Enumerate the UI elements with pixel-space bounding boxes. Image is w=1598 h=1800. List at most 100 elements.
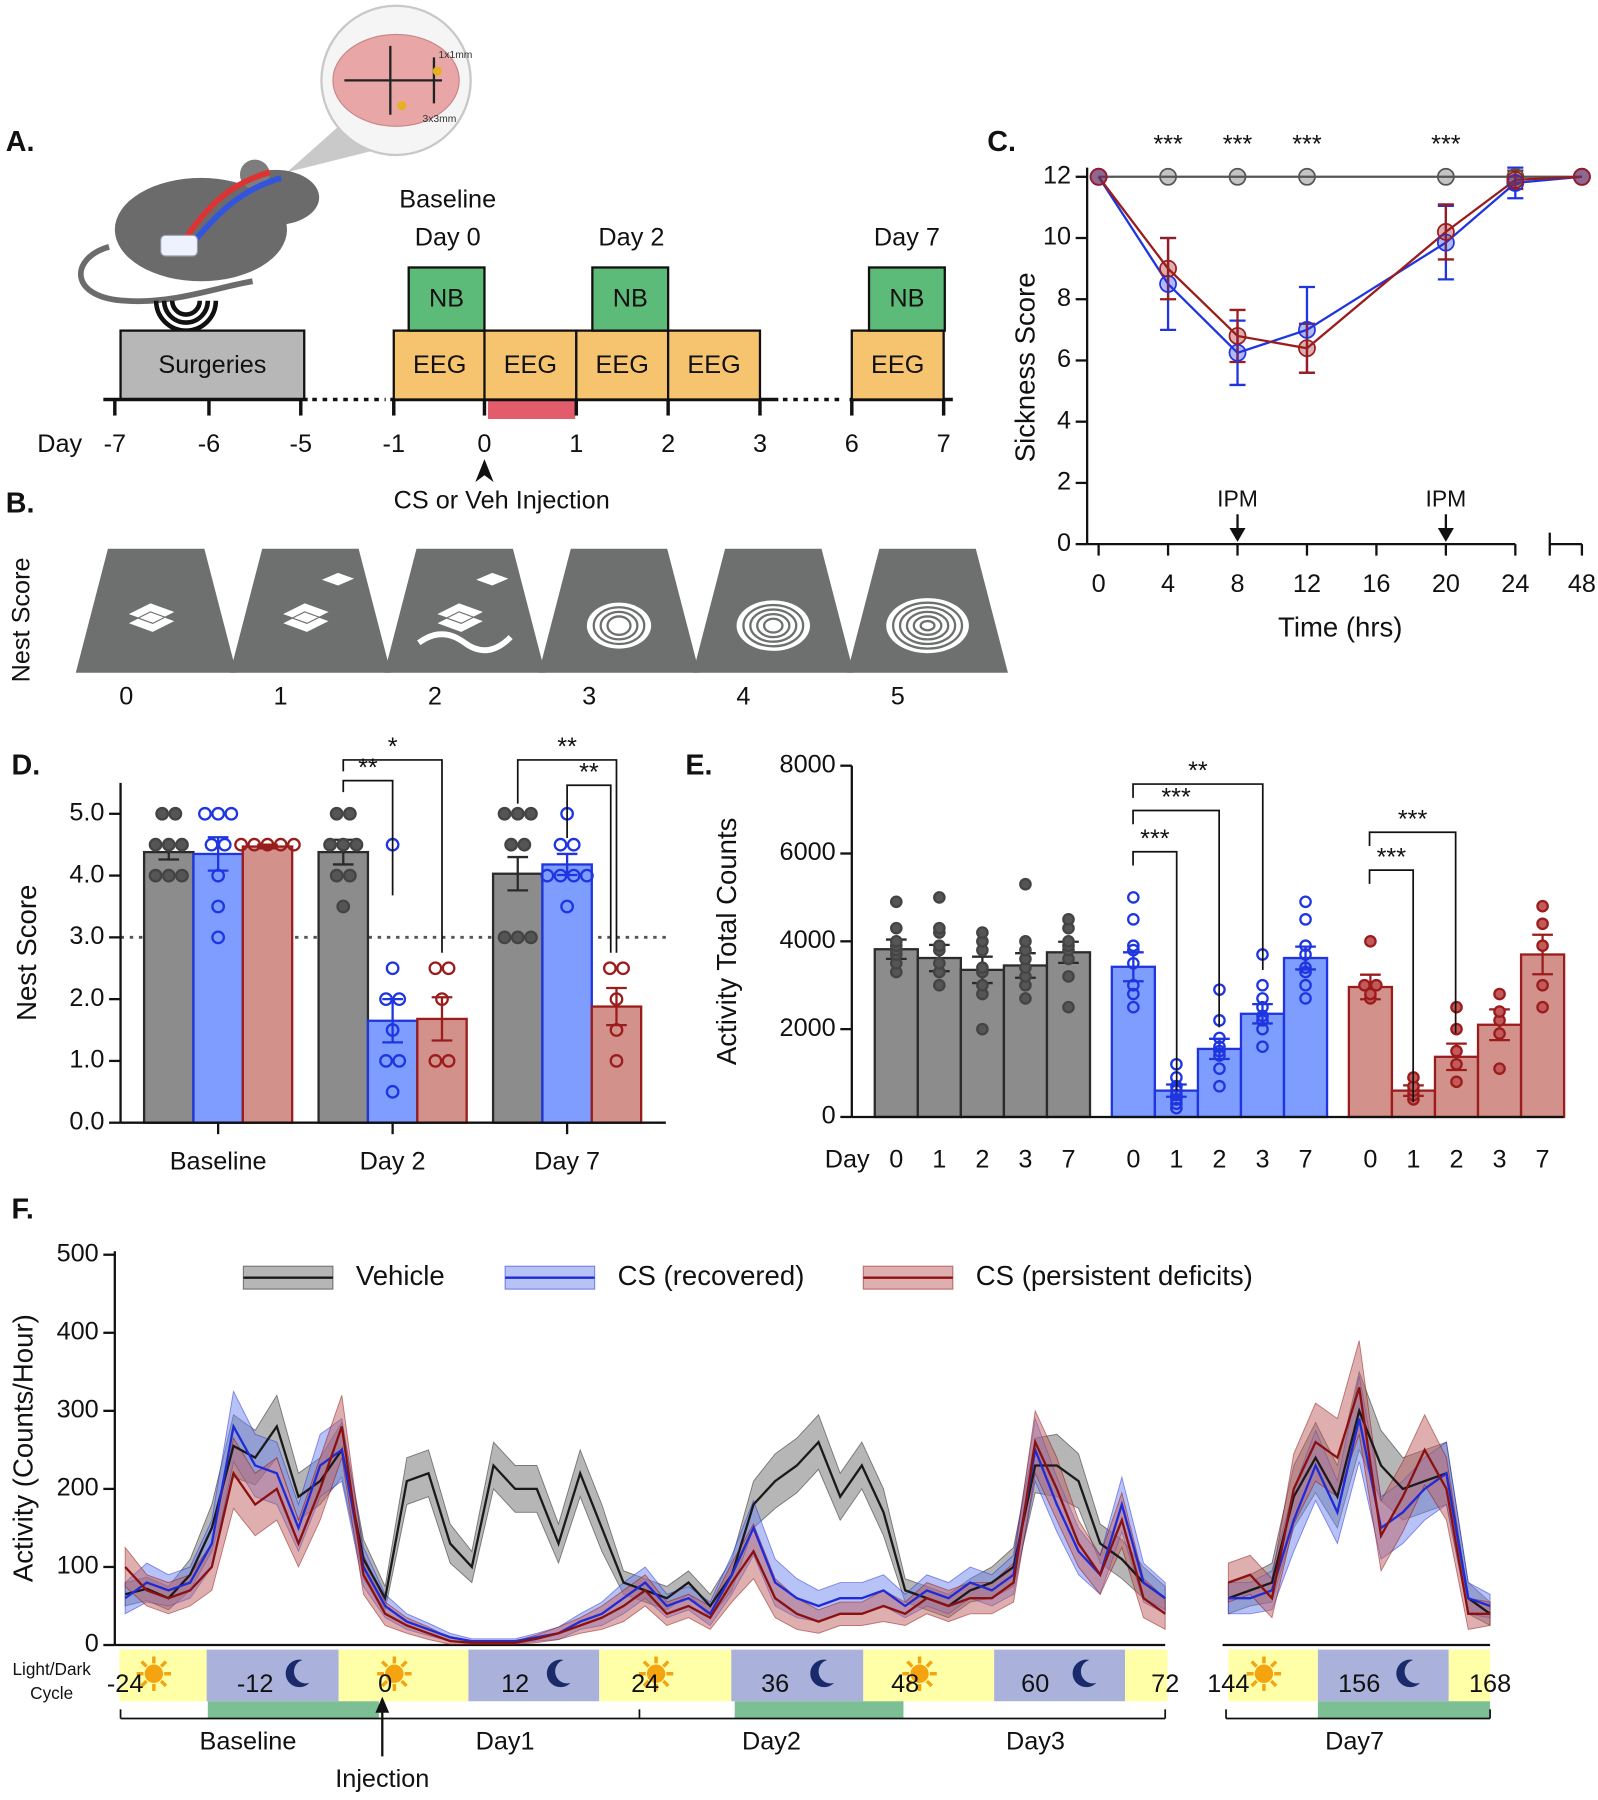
data-point	[198, 806, 212, 821]
data-point	[1127, 956, 1140, 970]
sun-disc	[1254, 1664, 1274, 1683]
sun-ray	[906, 1679, 914, 1688]
x-tick-label: 60	[1021, 1670, 1049, 1698]
data-point	[510, 930, 525, 945]
day-label: Day7	[1325, 1727, 1384, 1755]
dark-period	[994, 1649, 1126, 1702]
data-point	[428, 961, 443, 976]
significance-bracket	[1368, 831, 1457, 1034]
bar	[1519, 953, 1566, 1119]
x-tick-label: 2	[1212, 1145, 1226, 1173]
data-point	[1228, 167, 1247, 186]
nest-score-label: 0	[119, 683, 133, 711]
nest-score-label: 5	[891, 683, 905, 711]
data-point	[933, 978, 946, 992]
nest-score-label: 2	[428, 683, 442, 711]
sun-disc	[144, 1664, 164, 1683]
dark-period	[206, 1649, 339, 1702]
data-point	[510, 806, 525, 821]
session-bar	[207, 1701, 379, 1719]
light-period	[863, 1649, 995, 1702]
sun-icon	[377, 1656, 412, 1691]
y-axis-title: Activity (Counts/Hour)	[8, 1314, 39, 1582]
data-point	[1299, 948, 1312, 961]
sun-icon	[136, 1656, 172, 1691]
light-period	[1228, 1649, 1318, 1702]
sun-ray	[400, 1660, 408, 1668]
data-point	[273, 837, 288, 852]
data-point	[234, 837, 248, 852]
y-tick-label: 100	[57, 1552, 99, 1580]
day-label: 1	[569, 430, 583, 458]
data-point	[211, 930, 226, 945]
day-label: -6	[198, 430, 220, 458]
session-label: Day 2	[598, 223, 664, 251]
x-tick-label: Day 2	[360, 1148, 426, 1176]
data-point	[1170, 1101, 1183, 1115]
day-label: 3	[753, 430, 767, 458]
moon-icon	[546, 1659, 571, 1688]
data-point	[1228, 327, 1247, 345]
data-point	[517, 837, 532, 852]
data-point	[1299, 895, 1312, 909]
legend-label: CS (recovered)	[618, 1260, 805, 1291]
data-point	[1536, 1000, 1549, 1014]
x-tick-label: 0	[1092, 570, 1106, 598]
significance-label: **	[358, 754, 378, 782]
significance-bracket	[516, 759, 618, 953]
sun-ray	[906, 1660, 914, 1668]
day-label: 7	[937, 430, 951, 458]
nest-material	[321, 572, 355, 586]
data-point	[260, 837, 275, 852]
cable	[181, 169, 271, 243]
session-bar	[1317, 1701, 1491, 1719]
data-point	[211, 806, 226, 821]
data-point	[385, 1084, 400, 1099]
data-point	[1298, 320, 1316, 339]
data-point	[1536, 917, 1549, 931]
data-point	[428, 1054, 443, 1068]
data-point	[349, 837, 364, 852]
data-point	[497, 806, 512, 821]
data-point	[1536, 978, 1549, 992]
y-tick-label: 6000	[780, 838, 836, 866]
error-bar	[1229, 308, 1246, 364]
nest-material	[886, 598, 969, 654]
sun-ray	[1250, 1660, 1258, 1668]
significance-label: ***	[1431, 130, 1461, 158]
cycle-label: Light/Dark	[12, 1659, 91, 1679]
data-point	[1299, 913, 1312, 926]
data-point	[211, 868, 226, 883]
x-tick-label: 1	[932, 1145, 946, 1173]
nb-label: NB	[429, 284, 464, 312]
day-label: -5	[290, 430, 312, 458]
axis-title: Nest Score	[8, 557, 36, 682]
session-label: Day 7	[874, 223, 940, 251]
data-point	[1213, 1079, 1226, 1093]
data-point	[155, 806, 170, 821]
series-line	[124, 1426, 1166, 1644]
sun-ray	[380, 1679, 389, 1688]
y-axis-title: Activity Total Counts	[711, 818, 742, 1066]
significance-bracket	[342, 779, 394, 896]
data-point	[441, 961, 456, 976]
nest-drawing	[586, 602, 652, 649]
data-point	[1299, 965, 1312, 979]
y-axis-title: Nest Score	[11, 885, 42, 1021]
bar	[491, 872, 544, 1124]
data-point	[161, 837, 176, 852]
surgery-label: Surgeries	[158, 351, 266, 379]
data-point	[1298, 167, 1316, 186]
nb-box	[867, 266, 946, 332]
data-point	[204, 837, 219, 852]
data-point	[1256, 992, 1269, 1005]
data-point	[1299, 939, 1312, 953]
bar	[142, 850, 195, 1124]
nest-drawing	[280, 572, 355, 634]
eeg-box	[483, 329, 578, 401]
electrode	[397, 101, 407, 111]
data-point	[1089, 167, 1108, 186]
data-point	[161, 868, 176, 883]
data-point	[1256, 1014, 1269, 1027]
data-point	[889, 921, 903, 935]
